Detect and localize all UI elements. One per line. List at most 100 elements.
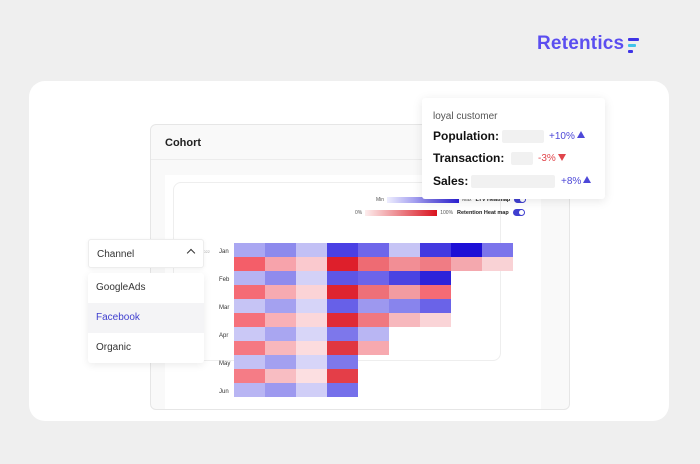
ltv-heatmap-cell[interactable] xyxy=(234,243,265,257)
ltv-heatmap-cell[interactable] xyxy=(234,383,265,397)
retention-heatmap-cell[interactable] xyxy=(265,313,296,327)
ltv-heatmap-cell[interactable] xyxy=(327,327,358,341)
retention-heatmap-cell[interactable] xyxy=(265,257,296,271)
ltv-heatmap-cell[interactable] xyxy=(265,355,296,369)
ltv-heatmap-cell[interactable] xyxy=(420,271,451,285)
ltv-heatmap-toggle[interactable] xyxy=(514,196,527,203)
channel-select[interactable]: Channel xyxy=(88,239,204,268)
transaction-change-value: -3% xyxy=(538,153,556,164)
ltv-heatmap-cell[interactable] xyxy=(358,299,389,313)
ltv-heatmap-cell[interactable] xyxy=(420,243,451,257)
brand-mark-icon xyxy=(628,37,640,53)
ltv-max-label: Max xyxy=(462,196,472,203)
retention-heatmap-cell[interactable] xyxy=(234,285,265,299)
retention-heatmap-cell[interactable] xyxy=(358,285,389,299)
ltv-heatmap-cell[interactable] xyxy=(234,355,265,369)
ltv-heatmap-cell[interactable] xyxy=(296,271,327,285)
channel-option-organic[interactable]: Organic xyxy=(96,342,132,353)
ltv-heatmap-cell[interactable] xyxy=(296,327,327,341)
ltv-heatmap-cell[interactable] xyxy=(265,243,296,257)
ltv-heatmap-cell[interactable] xyxy=(234,327,265,341)
month-label: Feb xyxy=(219,277,230,283)
ltv-heatmap-cell[interactable] xyxy=(420,299,451,313)
ltv-heatmap-cell[interactable] xyxy=(265,299,296,313)
retention-heatmap-cell[interactable] xyxy=(327,257,358,271)
retention-heatmap-cell[interactable] xyxy=(234,313,265,327)
brand-name: Retentics xyxy=(537,33,625,54)
ltv-heatmap-cell[interactable] xyxy=(234,299,265,313)
ltv-heatmap-cell[interactable] xyxy=(358,327,389,341)
divider xyxy=(151,159,569,160)
retention-heatmap-cell[interactable] xyxy=(327,313,358,327)
ltv-legend: Min Max LTV Heatmap xyxy=(376,196,527,203)
retention-min-label: 0% xyxy=(355,209,363,216)
retention-heatmap-cell[interactable] xyxy=(358,313,389,327)
retention-heatmap-cell[interactable] xyxy=(358,341,389,355)
ltv-heatmap-cell[interactable] xyxy=(327,355,358,369)
retention-heatmap-cell[interactable] xyxy=(327,341,358,355)
ltv-heatmap-cell[interactable] xyxy=(265,383,296,397)
retention-heatmap-cell[interactable] xyxy=(327,369,358,383)
month-label: May xyxy=(219,361,231,367)
retention-toggle-label: Retention Heat map xyxy=(457,209,509,216)
ltv-heatmap-cell[interactable] xyxy=(389,271,420,285)
retention-max-label: 100% xyxy=(440,209,454,216)
ltv-heatmap-cell[interactable] xyxy=(358,271,389,285)
arrow-down-icon xyxy=(557,154,566,161)
retention-heatmap-cell[interactable] xyxy=(389,257,420,271)
retention-heatmap-cell[interactable] xyxy=(296,257,327,271)
retention-heatmap-cell[interactable] xyxy=(234,341,265,355)
channel-option-googleads[interactable]: GoogleAds xyxy=(96,282,146,293)
retention-heatmap-toggle[interactable] xyxy=(512,209,525,216)
channel-option-facebook[interactable]: Facebook xyxy=(88,303,204,333)
population-label: Population: xyxy=(433,129,499,143)
retention-heatmap-cell[interactable] xyxy=(420,313,451,327)
retention-heatmap-cell[interactable] xyxy=(265,369,296,383)
retention-gradient xyxy=(365,209,438,216)
retention-heatmap-cell[interactable] xyxy=(451,257,482,271)
retention-heatmap-cell[interactable] xyxy=(358,257,389,271)
ltv-toggle-label: LTV Heatmap xyxy=(475,196,511,203)
ltv-heatmap-cell[interactable] xyxy=(482,243,513,257)
ltv-heatmap-cell[interactable] xyxy=(234,271,265,285)
ltv-heatmap-cell[interactable] xyxy=(451,243,482,257)
population-change-value: +10% xyxy=(549,131,575,142)
retention-heatmap-cell[interactable] xyxy=(389,313,420,327)
month-label: Mar xyxy=(219,305,230,311)
arrow-up-icon xyxy=(583,176,592,183)
retention-heatmap-cell[interactable] xyxy=(265,341,296,355)
chevron-up-icon xyxy=(186,248,196,258)
ltv-heatmap-cell[interactable] xyxy=(296,355,327,369)
tooltip-title: loyal customer xyxy=(433,111,498,122)
ltv-heatmap-cell[interactable] xyxy=(358,243,389,257)
transaction-label: Transaction: xyxy=(433,151,505,165)
retention-heatmap-cell[interactable] xyxy=(420,285,451,299)
ltv-heatmap-cell[interactable] xyxy=(265,271,296,285)
retention-heatmap-cell[interactable] xyxy=(265,285,296,299)
retention-heatmap-cell[interactable] xyxy=(327,285,358,299)
retention-heatmap-cell[interactable] xyxy=(420,257,451,271)
ltv-heatmap-cell[interactable] xyxy=(327,243,358,257)
ltv-heatmap-cell[interactable] xyxy=(265,327,296,341)
ltv-heatmap-cell[interactable] xyxy=(389,299,420,313)
month-label: Apr xyxy=(219,333,229,339)
ltv-heatmap-cell[interactable] xyxy=(327,271,358,285)
retention-heatmap-cell[interactable] xyxy=(296,369,327,383)
ltv-heatmap-cell[interactable] xyxy=(389,243,420,257)
channel-dropdown: Channel GoogleAds Facebook Organic xyxy=(88,239,204,363)
ltv-heatmap-cell[interactable] xyxy=(296,243,327,257)
retention-heatmap-cell[interactable] xyxy=(296,313,327,327)
ltv-heatmap-cell[interactable] xyxy=(327,299,358,313)
ltv-min-label: Min xyxy=(376,196,385,203)
retention-heatmap-cell[interactable] xyxy=(296,341,327,355)
ltv-heatmap-cell[interactable] xyxy=(327,383,358,397)
retention-heatmap-cell[interactable] xyxy=(389,285,420,299)
retention-heatmap-cell[interactable] xyxy=(482,257,513,271)
brand-logo: Retentics xyxy=(537,33,640,55)
ltv-heatmap-cell[interactable] xyxy=(296,383,327,397)
population-bar xyxy=(502,130,544,143)
ltv-heatmap-cell[interactable] xyxy=(296,299,327,313)
retention-heatmap-cell[interactable] xyxy=(234,257,265,271)
retention-heatmap-cell[interactable] xyxy=(296,285,327,299)
retention-heatmap-cell[interactable] xyxy=(234,369,265,383)
